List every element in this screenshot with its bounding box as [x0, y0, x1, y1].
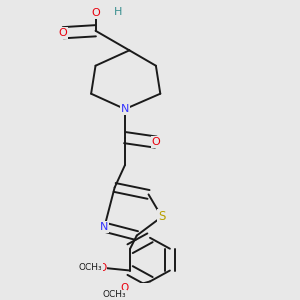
- Text: OCH₃: OCH₃: [103, 290, 127, 299]
- Text: N: N: [100, 222, 109, 232]
- Text: O: O: [152, 137, 160, 147]
- Text: S: S: [158, 210, 166, 223]
- Text: H: H: [113, 7, 122, 17]
- Text: OCH₃: OCH₃: [79, 263, 102, 272]
- Text: O: O: [91, 8, 100, 18]
- Text: O: O: [59, 28, 68, 38]
- Text: O: O: [98, 263, 106, 273]
- Text: N: N: [121, 104, 129, 114]
- Text: O: O: [121, 284, 129, 293]
